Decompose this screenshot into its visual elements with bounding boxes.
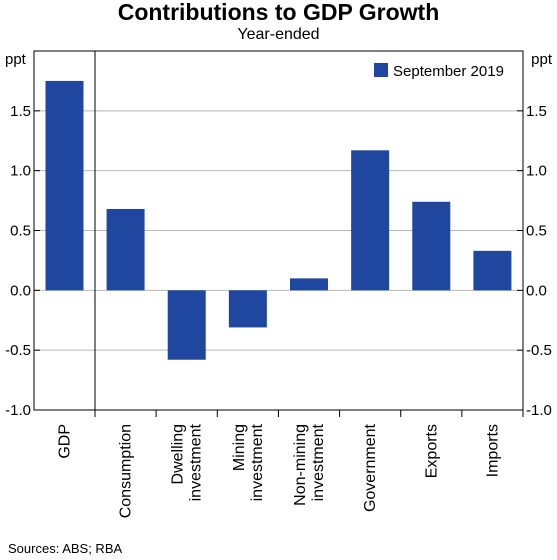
x-category-label: Mining (231, 424, 248, 471)
x-category-label: investment (188, 423, 205, 501)
x-category-label: investment (310, 423, 327, 501)
y-tick-label-right: 0.0 (526, 282, 547, 299)
bar-4 (290, 278, 328, 291)
x-category-label: Exports (423, 424, 440, 478)
x-category-label: Government (362, 423, 379, 512)
x-category-label: Non-mining (292, 424, 309, 506)
bar-7 (473, 250, 512, 291)
x-category-label: GDP (57, 424, 74, 459)
y-tick-label-right: 1.5 (526, 103, 547, 120)
source-note: Sources: ABS; RBA (8, 541, 123, 556)
bar-1 (106, 208, 145, 291)
y-tick-label-right: 0.5 (526, 223, 547, 240)
bar-6 (412, 201, 451, 291)
chart-title: Contributions to GDP Growth (117, 0, 440, 25)
y-tick-label-right: 1.0 (526, 163, 547, 180)
bar-3 (228, 290, 267, 328)
legend-swatch (374, 63, 388, 77)
legend-label: September 2019 (393, 63, 504, 80)
y-unit-right: ppt (531, 51, 553, 68)
x-category-label: investment (249, 423, 266, 501)
x-category-label: Dwelling (170, 424, 187, 484)
x-category-label: Consumption (118, 424, 135, 518)
y-tick-label-left: 0.0 (10, 282, 31, 299)
y-tick-label-right: -1.0 (526, 402, 552, 419)
y-unit-left: ppt (5, 51, 27, 68)
bar-2 (167, 290, 206, 360)
y-tick-label-right: -0.5 (526, 342, 552, 359)
x-category-label: Imports (484, 424, 501, 477)
y-tick-label-left: 1.5 (10, 103, 31, 120)
bar-5 (351, 150, 390, 291)
chart-subtitle: Year-ended (237, 26, 320, 43)
bar-0 (45, 80, 84, 291)
y-tick-label-left: -1.0 (5, 402, 31, 419)
y-tick-label-left: 1.0 (10, 163, 31, 180)
y-tick-label-left: -0.5 (5, 342, 31, 359)
y-tick-label-left: 0.5 (10, 223, 31, 240)
